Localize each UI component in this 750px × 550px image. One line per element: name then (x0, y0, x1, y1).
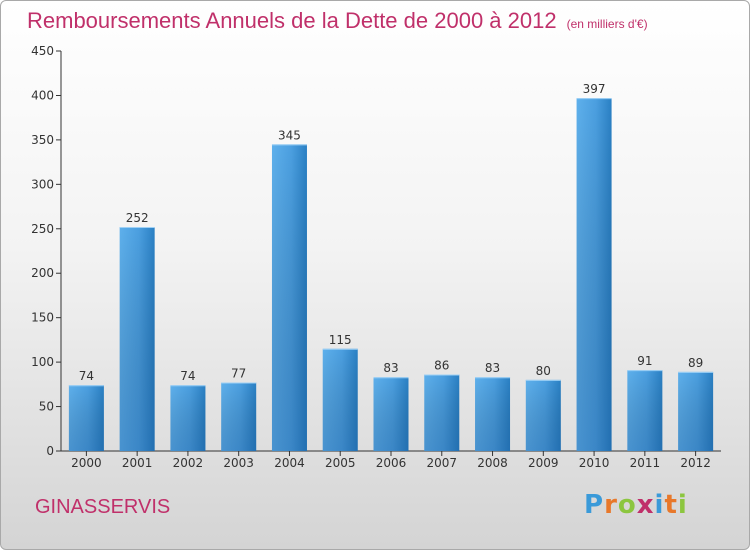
axes: 0 50 100 150 200 250 300 350 400 450 2000 2001 2002 2… (31, 44, 721, 470)
x-tick-label: 2006 (376, 456, 407, 470)
bars (68, 98, 714, 452)
value-label: 115 (329, 333, 352, 347)
bar-shade (475, 377, 511, 451)
bar-shade (68, 385, 104, 451)
bar-shade (627, 370, 663, 451)
y-tick-label: 200 (31, 266, 54, 280)
bar-shade (678, 371, 714, 451)
chart-title-text: Remboursements Annuels de la Dette de 20… (27, 8, 557, 33)
value-label: 91 (637, 354, 652, 368)
value-labels: 74 252 74 77 345 115 83 86 83 80 397 91 89 (79, 82, 704, 383)
logo-letter: r (604, 490, 618, 520)
bar-shade (170, 385, 206, 451)
value-label: 74 (180, 369, 195, 383)
x-tick-label: 2008 (477, 456, 508, 470)
x-tick-label: 2002 (173, 456, 204, 470)
logo-letter: i (677, 490, 688, 520)
logo-letter: i (654, 490, 665, 520)
chart-title: Remboursements Annuels de la Dette de 20… (27, 8, 648, 34)
x-tick-label: 2012 (680, 456, 711, 470)
bar-shade (424, 374, 460, 451)
x-tick-label: 2009 (528, 456, 559, 470)
y-tick-label: 450 (31, 44, 54, 58)
x-tick-label: 2003 (223, 456, 254, 470)
x-tick-label: 2011 (630, 456, 661, 470)
y-tick-label: 350 (31, 133, 54, 147)
y-tick-label: 0 (46, 444, 54, 458)
x-tick-label: 2000 (71, 456, 102, 470)
value-label: 77 (231, 367, 246, 381)
bar-shade (119, 227, 155, 451)
logo-letter: o (617, 490, 637, 520)
bar-shade (373, 377, 409, 451)
value-label: 345 (278, 128, 301, 142)
y-tick-label: 100 (31, 355, 54, 369)
value-label: 74 (79, 369, 94, 383)
bar-shade (525, 379, 561, 451)
value-label: 397 (583, 82, 606, 96)
x-tick-label: 2007 (426, 456, 457, 470)
bar-shade (576, 98, 612, 451)
value-label: 83 (383, 361, 398, 375)
value-label: 86 (434, 359, 449, 373)
logo-letter: t (664, 490, 678, 520)
x-tick-label: 2001 (122, 456, 153, 470)
value-label: 83 (485, 361, 500, 375)
x-tick-label: 2010 (579, 456, 610, 470)
x-tick-label: 2005 (325, 456, 356, 470)
bar-shade (322, 348, 358, 451)
value-label: 252 (126, 211, 149, 225)
logo-letter: P (584, 490, 605, 520)
y-tick-label: 300 (31, 177, 54, 191)
proxiti-logo: Proxiti (584, 490, 688, 520)
bar-shade (221, 382, 257, 451)
y-tick-label: 150 (31, 311, 54, 325)
value-label: 89 (688, 356, 703, 370)
logo-letter: x (636, 490, 655, 520)
bar-shade (271, 144, 307, 452)
y-tick-label: 50 (39, 400, 54, 414)
y-tick-label: 400 (31, 88, 54, 102)
x-tick-label: 2004 (274, 456, 305, 470)
chart-subtitle: (en milliers d'€) (566, 17, 648, 31)
value-label: 80 (536, 364, 551, 378)
city-name: GINASSERVIS (35, 496, 171, 518)
y-tick-label: 250 (31, 222, 54, 236)
